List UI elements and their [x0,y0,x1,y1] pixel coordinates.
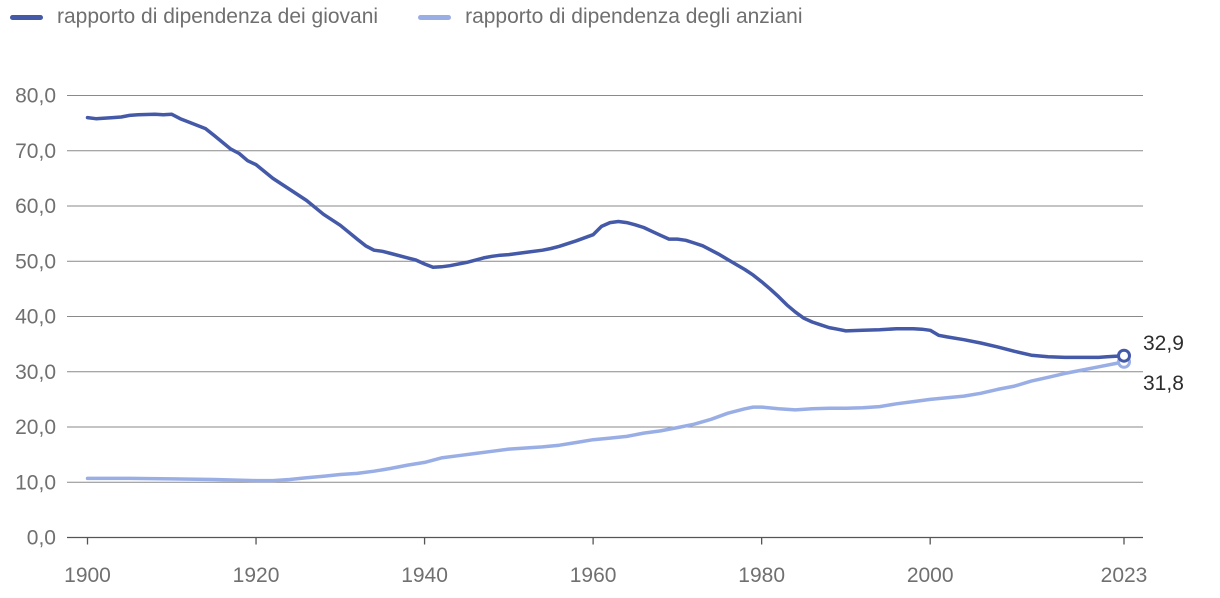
x-tick-label: 1980 [738,564,785,587]
legend-item-young[interactable]: rapporto di dipendenza dei giovani [10,5,378,29]
legend-label-young: rapporto di dipendenza dei giovani [57,5,379,28]
y-tick-label: 60,0 [15,195,56,218]
x-tick-label: 1960 [570,564,617,587]
series-line-0 [85,112,1126,360]
chart-legend: rapporto di dipendenza dei giovani rappo… [10,5,803,29]
legend-item-elderly[interactable]: rapporto di dipendenza degli anziani [418,5,803,29]
series-line-1 [85,360,1126,483]
y-tick-label: 20,0 [15,416,56,439]
end-value-label-0: 32,9 [1143,332,1184,355]
end-markers: 32,9 31,8 [1117,332,1184,395]
x-tick-label: 1900 [64,564,111,587]
y-tick-label: 80,0 [15,85,56,108]
x-tick-label: 2000 [907,564,954,587]
y-tick-label: 10,0 [15,471,56,494]
y-tick-label: 40,0 [15,306,56,329]
legend-swatch-elderly [418,14,452,20]
y-tick-label: 50,0 [15,250,56,273]
y-tick-label: 70,0 [15,140,56,163]
x-axis: 1900 1920 1940 1960 1980 2000 2023 [64,537,1148,587]
end-value-label-1: 31,8 [1143,372,1184,395]
series-lines [85,112,1126,483]
end-marker-0 [1117,348,1131,363]
y-tick-label: 0,0 [27,527,56,550]
x-tick-label: 2023 [1101,564,1148,587]
legend-label-elderly: rapporto di dipendenza degli anziani [465,5,803,28]
y-axis-ticks: 0,0 10,0 20,0 30,0 40,0 50,0 60,0 70,0 80,0 [15,85,56,550]
x-tick-label: 1920 [233,564,280,587]
x-tick-label: 1940 [401,564,448,587]
legend-swatch-young [10,14,43,20]
gridlines [67,95,1143,539]
y-tick-label: 30,0 [15,361,56,384]
